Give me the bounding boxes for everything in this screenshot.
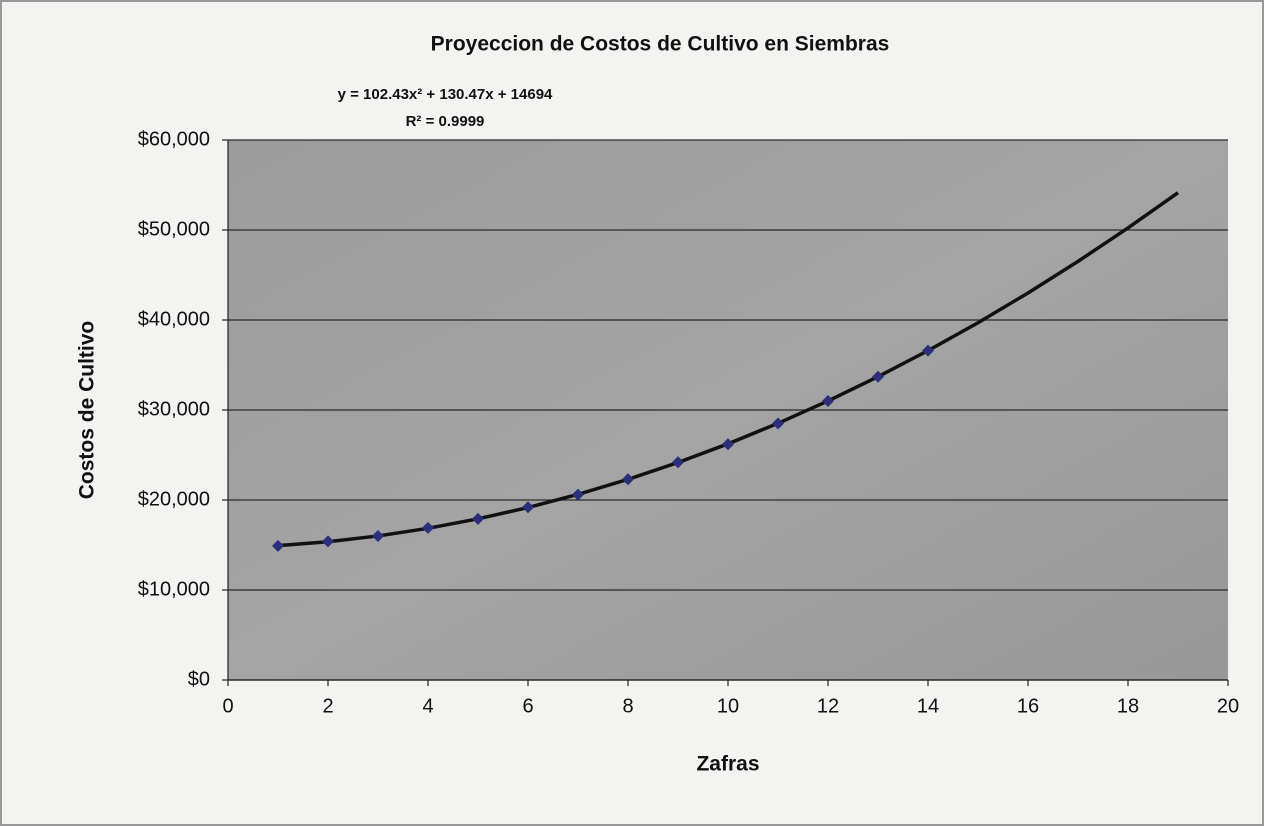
data-point bbox=[322, 535, 334, 548]
trend-equation: y = 102.43x² + 130.47x + 14694 bbox=[338, 86, 553, 103]
y-tick-label: $60,000 bbox=[138, 128, 210, 150]
y-tick-label: $20,000 bbox=[138, 488, 210, 510]
data-point bbox=[422, 521, 434, 534]
data-point bbox=[372, 530, 384, 542]
y-tick-label: $10,000 bbox=[138, 578, 210, 600]
data-point bbox=[722, 438, 734, 451]
x-tick-label: 4 bbox=[422, 695, 433, 717]
data-point bbox=[522, 501, 534, 514]
x-tick-label: 16 bbox=[1017, 695, 1039, 717]
y-axis-label: Costos de Cultivo bbox=[76, 321, 99, 500]
data-point bbox=[572, 488, 584, 501]
trend-r-squared: R² = 0.9999 bbox=[406, 113, 485, 130]
data-point bbox=[472, 512, 484, 525]
x-tick-label: 0 bbox=[222, 695, 233, 717]
data-point bbox=[772, 417, 784, 430]
y-tick-label: $40,000 bbox=[138, 308, 210, 330]
x-tick-label: 20 bbox=[1217, 695, 1239, 717]
chart-title: Proyeccion de Costos de Cultivo en Siemb… bbox=[431, 33, 890, 56]
x-tick-label: 14 bbox=[917, 695, 939, 717]
x-tick-label: 8 bbox=[622, 695, 633, 717]
x-tick-label: 12 bbox=[817, 695, 839, 717]
data-point bbox=[922, 344, 934, 357]
data-point bbox=[622, 473, 634, 486]
x-tick-label: 18 bbox=[1117, 695, 1139, 717]
x-tick-label: 2 bbox=[322, 695, 333, 717]
y-tick-label: $30,000 bbox=[138, 398, 210, 420]
x-tick-label: 10 bbox=[717, 695, 739, 717]
y-tick-label: $0 bbox=[188, 668, 210, 690]
data-point bbox=[872, 370, 884, 383]
x-axis-label: Zafras bbox=[696, 753, 759, 776]
y-tick-label: $50,000 bbox=[138, 218, 210, 240]
x-tick-label: 6 bbox=[522, 695, 533, 717]
data-point bbox=[822, 395, 834, 407]
data-point bbox=[672, 456, 684, 469]
data-point bbox=[272, 539, 284, 552]
